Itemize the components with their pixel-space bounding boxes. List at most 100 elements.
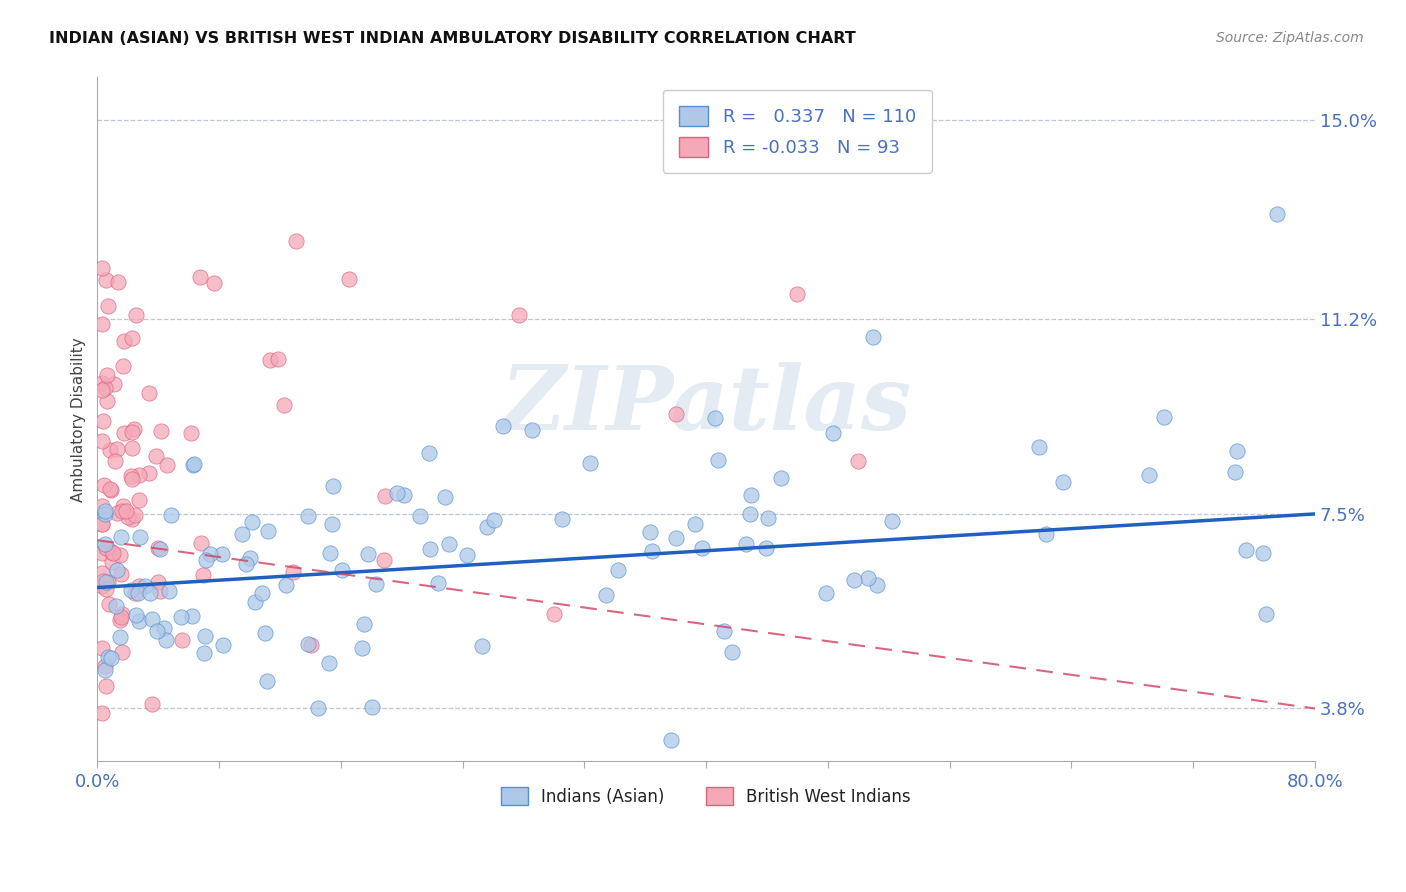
Point <box>115 504 138 518</box>
Point <box>124 508 146 523</box>
Point <box>659 733 682 747</box>
Point <box>125 607 148 622</box>
Point <box>94 508 117 522</box>
Point <box>266 351 288 366</box>
Point <box>139 586 162 600</box>
Point <box>105 442 128 457</box>
Point <box>720 645 742 659</box>
Point <box>108 549 131 563</box>
Point <box>321 517 343 532</box>
Point <box>149 542 172 557</box>
Point <box>439 536 461 550</box>
Point <box>121 512 143 526</box>
Point <box>842 573 865 587</box>
Point <box>198 547 221 561</box>
Point <box>409 508 432 523</box>
Point <box>1153 409 1175 424</box>
Point <box>124 586 146 600</box>
Point <box>96 679 118 693</box>
Point <box>90 383 112 397</box>
Text: Source: ZipAtlas.com: Source: ZipAtlas.com <box>1216 31 1364 45</box>
Point <box>862 330 884 344</box>
Point <box>285 234 308 248</box>
Point <box>104 599 127 614</box>
Point <box>128 615 150 629</box>
Point <box>392 488 415 502</box>
Point <box>350 640 373 655</box>
Point <box>97 650 120 665</box>
Point <box>127 586 149 600</box>
Point <box>508 308 530 322</box>
Point <box>194 552 217 566</box>
Point <box>690 541 713 556</box>
Point <box>128 579 150 593</box>
Point <box>111 645 134 659</box>
Point <box>190 535 212 549</box>
Point <box>471 639 494 653</box>
Point <box>181 609 204 624</box>
Point <box>364 576 387 591</box>
Point <box>94 582 117 596</box>
Point <box>108 613 131 627</box>
Point <box>97 299 120 313</box>
Point <box>111 607 134 622</box>
Point <box>846 454 869 468</box>
Point <box>253 626 276 640</box>
Point <box>111 504 134 518</box>
Point <box>307 701 329 715</box>
Point <box>110 567 132 582</box>
Point <box>337 272 360 286</box>
Point <box>103 453 125 467</box>
Point <box>149 424 172 438</box>
Point <box>107 275 129 289</box>
Point <box>1223 465 1246 479</box>
Point <box>98 442 121 457</box>
Point <box>145 624 167 639</box>
Point <box>153 621 176 635</box>
Point <box>322 479 344 493</box>
Point <box>211 547 233 561</box>
Point <box>755 541 778 555</box>
Point <box>97 574 120 589</box>
Point <box>107 563 129 577</box>
Point <box>157 583 180 598</box>
Point <box>96 368 118 383</box>
Point <box>128 493 150 508</box>
Point <box>94 537 117 551</box>
Point <box>640 524 662 539</box>
Point <box>108 630 131 644</box>
Point <box>551 511 574 525</box>
Point <box>120 468 142 483</box>
Point <box>880 514 903 528</box>
Point <box>256 674 278 689</box>
Point <box>90 517 112 532</box>
Point <box>319 546 342 560</box>
Point <box>96 541 118 555</box>
Point <box>97 597 120 611</box>
Point <box>318 656 340 670</box>
Point <box>579 457 602 471</box>
Point <box>93 414 115 428</box>
Point <box>240 516 263 530</box>
Point <box>90 499 112 513</box>
Point <box>138 385 160 400</box>
Point <box>172 632 194 647</box>
Point <box>193 646 215 660</box>
Point <box>257 524 280 538</box>
Point <box>713 624 735 639</box>
Point <box>138 467 160 481</box>
Point <box>155 632 177 647</box>
Point <box>492 419 515 434</box>
Point <box>595 588 617 602</box>
Point <box>1226 444 1249 458</box>
Point <box>90 317 112 331</box>
Point <box>1254 607 1277 621</box>
Point <box>353 617 375 632</box>
Point <box>90 260 112 275</box>
Point <box>815 586 838 600</box>
Point <box>520 424 543 438</box>
Point <box>866 578 889 592</box>
Point <box>170 610 193 624</box>
Point <box>91 574 114 588</box>
Point <box>121 472 143 486</box>
